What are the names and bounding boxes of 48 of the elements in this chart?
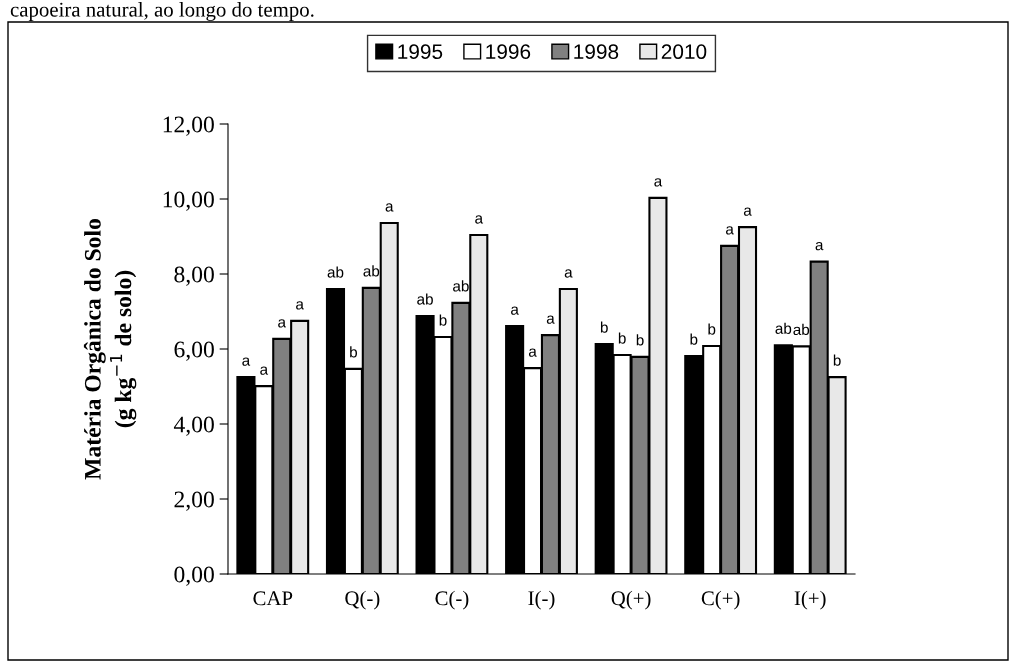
data-label: b: [690, 333, 698, 345]
data-label: b: [636, 334, 644, 346]
data-label: a: [385, 203, 394, 212]
legend-label: 1998: [574, 44, 619, 60]
x-tick-label: Q(-): [345, 590, 380, 610]
data-label: ab: [417, 293, 433, 305]
y-tick-label: 0,00: [174, 566, 214, 586]
y-axis-title: Matéria Orgânica do Solo (g kg$^{−1}$ de solo): [83, 219, 137, 480]
data-label: a: [654, 178, 663, 187]
data-label: b: [600, 321, 608, 333]
data-label: a: [564, 269, 573, 278]
data-label: ab: [793, 323, 810, 336]
data-label: ab: [327, 266, 344, 278]
data-label: a: [278, 319, 286, 328]
x-tick-label: I(+): [794, 590, 826, 610]
data-label: b: [833, 354, 841, 366]
legend-label: 1995: [398, 44, 443, 60]
text: capoeira natural, ao longo do tempo.: [10, 2, 314, 21]
data-label: ab: [775, 322, 792, 334]
data-label: a: [726, 226, 734, 235]
data-label: a: [511, 306, 519, 315]
x-tick-label: Q(+): [611, 590, 651, 610]
data-label: a: [296, 301, 304, 310]
y-tick-label: 12,00: [163, 116, 214, 136]
x-tick-label: C(-): [435, 590, 469, 610]
data-label: a: [743, 207, 752, 216]
data-label: b: [350, 346, 358, 358]
data-label: ab: [453, 280, 469, 292]
y-tick-label: 8,00: [174, 266, 214, 286]
data-label: ab: [363, 265, 380, 277]
x-tick-label: C(+): [701, 590, 740, 610]
data-label: a: [242, 357, 251, 366]
legend-label: 1996: [486, 44, 531, 60]
data-label: a: [546, 315, 555, 324]
y-tick-label: 6,00: [174, 341, 214, 361]
data-label: a: [815, 241, 824, 251]
data-label: a: [260, 366, 269, 375]
x-tick-label: CAP: [253, 591, 293, 606]
data-label: b: [439, 314, 447, 326]
legend-label: 2010: [661, 44, 707, 60]
data-label: b: [708, 323, 716, 335]
y-tick-label: 4,00: [173, 416, 214, 436]
x-tick-label: I(-): [528, 590, 555, 610]
data-label: a: [528, 348, 537, 357]
y-tick-label: 2,00: [174, 491, 214, 511]
data-label: b: [618, 332, 626, 344]
y-tick-label: 10,00: [163, 191, 214, 211]
data-label: a: [475, 215, 484, 224]
